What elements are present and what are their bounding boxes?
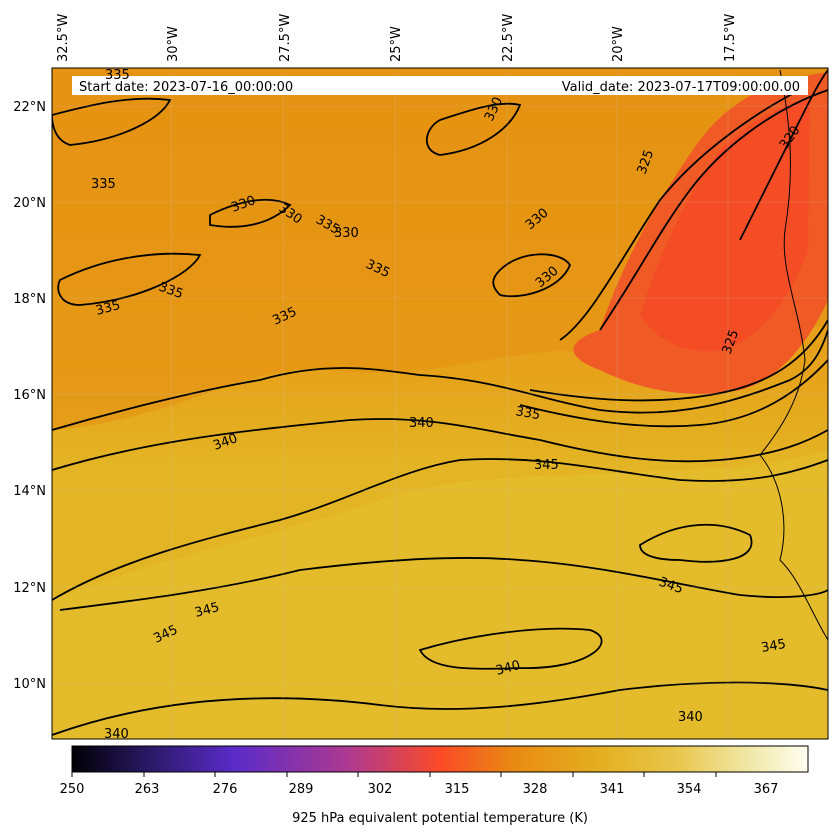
contour-340-south: [52, 681, 828, 736]
colorbar: [71, 745, 809, 773]
contour-330-island-mid: [492, 253, 572, 298]
contour-335-south: [52, 329, 828, 431]
lon-label-30w: 30°W: [166, 26, 181, 62]
contour-label: 335: [514, 404, 541, 423]
colorbar-tick: 367: [754, 782, 779, 797]
map-plot-area: [52, 68, 828, 739]
contour-label: 335: [105, 68, 130, 83]
contour-330-island-west: [209, 198, 292, 228]
contour-label: 345: [534, 458, 559, 473]
field-red-core: [640, 100, 810, 352]
lon-label-27-5w: 27.5°W: [278, 14, 293, 62]
contour-330-south: [519, 359, 828, 428]
colorbar-label: 925 hPa equivalent potential temperature…: [292, 811, 588, 826]
contour-340-north: [52, 418, 828, 471]
lon-label-20w: 20°W: [611, 26, 626, 62]
lon-label-32-5w: 32.5°W: [56, 14, 71, 62]
contour-label: 345: [193, 600, 221, 621]
coastline: [759, 69, 828, 641]
colorbar-tick: 276: [213, 782, 238, 797]
contour-lines: [52, 69, 828, 736]
valid-date-label: Valid_date: 2023-07-17T09:00:00.00: [562, 80, 800, 95]
contour-335-island-nw: [52, 97, 172, 146]
colorbar-tick: 250: [60, 782, 85, 797]
map-frame: [51, 67, 829, 740]
contour-label: 330: [334, 226, 359, 241]
contour-label: 335: [91, 177, 116, 192]
colorbar-tick: 328: [523, 782, 548, 797]
contour-label: 335: [94, 298, 122, 319]
contour-345-middle: [59, 557, 828, 611]
contour-335-island-west: [57, 252, 202, 306]
start-date-label: Start date: 2023-07-16_00:00:00: [79, 80, 293, 95]
date-bar: [72, 76, 808, 95]
lat-label-22n: 22°N: [13, 100, 46, 115]
colorbar-tick-labels: 250 263 276 289 302 315 328 341 354 367: [60, 782, 779, 797]
lat-label-14n: 14°N: [13, 484, 46, 499]
colorbar-ticks: [71, 772, 717, 777]
lat-label-12n: 12°N: [13, 581, 46, 596]
lat-label-16n: 16°N: [13, 388, 46, 403]
lat-label-10n: 10°N: [13, 677, 46, 692]
contour-320-plume: [739, 69, 828, 241]
contour-325-plume: [599, 89, 828, 331]
contour-label: 340: [678, 710, 703, 725]
contour-330-plume: [559, 89, 801, 341]
colorbar-tick: 354: [677, 782, 702, 797]
field-yellow-band: [52, 450, 828, 739]
contour-345-north: [52, 458, 828, 601]
contour-label: 340: [104, 727, 129, 742]
colorbar-tick: 341: [600, 782, 625, 797]
contour-label: 345: [760, 637, 787, 656]
contour-label: 340: [494, 658, 522, 679]
lat-label-20n: 20°N: [13, 196, 46, 211]
contour-label: 340: [409, 416, 434, 431]
lon-label-17-5w: 17.5°W: [723, 14, 738, 62]
lon-label-25w: 25°W: [389, 26, 404, 62]
graticule: [52, 68, 828, 739]
contour-345-island: [639, 523, 753, 563]
lat-label-18n: 18°N: [13, 292, 46, 307]
colorbar-tick: 289: [289, 782, 314, 797]
colorbar-tick: 302: [368, 782, 393, 797]
colorbar-tick: 263: [135, 782, 160, 797]
lon-label-22-5w: 22.5°W: [501, 14, 516, 62]
colorbar-tick: 315: [445, 782, 470, 797]
contour-340-island: [418, 627, 603, 670]
contour-330-island-north: [425, 102, 522, 156]
contour-325-south: [529, 319, 828, 402]
